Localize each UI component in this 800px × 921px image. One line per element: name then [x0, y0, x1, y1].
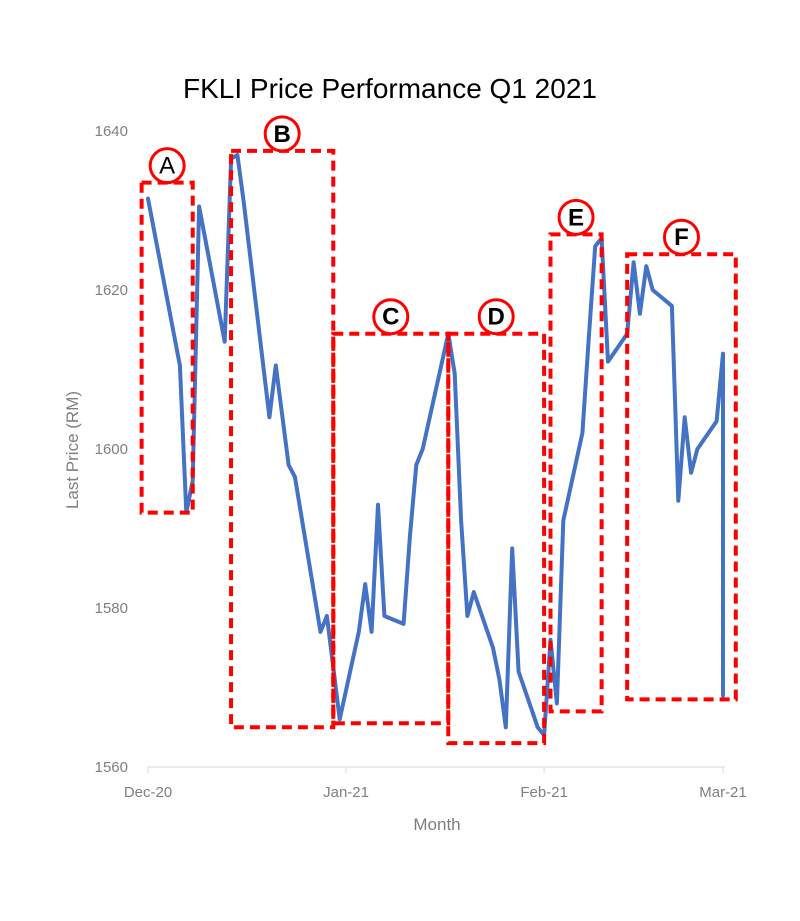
y-axis-label: Last Price (RM) — [63, 391, 82, 509]
y-tick-label: 1580 — [95, 600, 128, 617]
annotation-marker-c — [372, 298, 410, 336]
y-tick-label: 1600 — [95, 441, 128, 458]
x-tick-label: Feb-21 — [520, 784, 568, 801]
annotation-layer: A B C D E F — [139, 115, 738, 746]
annotation-label: E — [568, 204, 584, 231]
annotation-label: A — [159, 153, 175, 180]
chart-title: FKLI Price Performance Q1 2021 — [183, 73, 597, 104]
annotation-marker-a — [148, 147, 186, 185]
y-axis-ticks: 1560 1580 1600 1620 1640 — [95, 123, 128, 776]
x-axis-label: Month — [413, 815, 460, 834]
annotation-marker-e — [557, 198, 595, 236]
annotation-marker-f — [662, 218, 700, 256]
annotation-label: C — [382, 304, 399, 331]
annotation-box-d — [446, 331, 547, 746]
x-tick-label: Mar-21 — [699, 784, 747, 801]
series-line — [146, 152, 725, 738]
annotation-marker-b — [263, 115, 301, 153]
series-layer — [146, 152, 725, 738]
y-tick-label: 1560 — [95, 759, 128, 776]
x-axis: Dec-20 Jan-21 Feb-21 Mar-21 — [124, 766, 747, 801]
annotation-label: B — [273, 121, 290, 148]
annotation-label: D — [488, 304, 505, 331]
annotation-marker-d — [477, 298, 515, 336]
y-tick-label: 1640 — [95, 123, 128, 140]
x-tick-label: Dec-20 — [124, 784, 172, 801]
annotation-label: F — [674, 224, 689, 251]
y-tick-label: 1620 — [95, 282, 128, 299]
x-tick-label: Jan-21 — [323, 784, 369, 801]
